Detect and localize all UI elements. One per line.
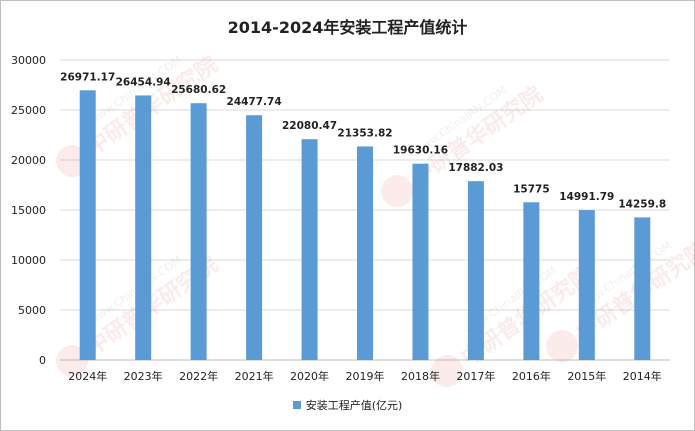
y-tick-label: 30000 bbox=[11, 54, 46, 67]
x-tick-label: 2024年 bbox=[68, 369, 107, 383]
y-tick-label: 20000 bbox=[11, 154, 46, 167]
data-label: 15775 bbox=[513, 183, 550, 195]
bar bbox=[246, 115, 263, 361]
x-tick-label: 2021年 bbox=[235, 369, 274, 383]
watermark-logo bbox=[431, 355, 464, 388]
legend-label: 安装工程产值(亿元) bbox=[305, 399, 403, 412]
bar bbox=[190, 103, 207, 361]
legend: 安装工程产值(亿元) bbox=[0, 397, 695, 413]
x-tick-label: 2020年 bbox=[290, 369, 329, 383]
x-tick-label: 2022年 bbox=[179, 369, 218, 383]
data-label: 22080.47 bbox=[282, 120, 337, 132]
bars bbox=[79, 90, 651, 361]
x-tick-label: 2019年 bbox=[346, 369, 385, 383]
x-tick-label: 2018年 bbox=[401, 369, 440, 383]
data-label: 24477.74 bbox=[227, 96, 282, 108]
data-label: 26454.94 bbox=[116, 76, 171, 88]
bar bbox=[301, 139, 318, 360]
watermark-logo bbox=[546, 330, 579, 363]
bar bbox=[467, 181, 484, 360]
y-tick-label: 5000 bbox=[18, 304, 46, 317]
x-tick-label: 2015年 bbox=[567, 369, 606, 383]
data-label: 14991.79 bbox=[559, 191, 614, 203]
bar bbox=[357, 146, 373, 360]
data-label: 26971.17 bbox=[60, 71, 115, 83]
y-tick-label: 10000 bbox=[11, 254, 46, 267]
data-label: 19630.16 bbox=[393, 145, 448, 157]
x-tick-label: 2016年 bbox=[512, 369, 551, 383]
data-label: 25680.62 bbox=[171, 84, 226, 96]
bar bbox=[634, 217, 651, 360]
y-tick-label: 25000 bbox=[11, 104, 46, 117]
legend-swatch bbox=[292, 401, 301, 409]
y-axis: 0 5000 10000 15000 20000 25000 30000 bbox=[11, 54, 46, 367]
x-tick-label: 2014年 bbox=[623, 369, 662, 383]
chart-title: 2014-2024年安装工程产值统计 bbox=[227, 18, 468, 37]
data-label: 17882.03 bbox=[448, 162, 503, 174]
data-label: 14259.8 bbox=[618, 198, 666, 210]
bar bbox=[412, 163, 429, 360]
x-tick-label: 2023年 bbox=[124, 369, 163, 383]
x-tick-label: 2017年 bbox=[456, 369, 495, 383]
bar bbox=[79, 90, 96, 360]
bar bbox=[135, 95, 152, 361]
y-tick-label: 0 bbox=[39, 354, 46, 367]
bar bbox=[578, 210, 595, 360]
watermark-logo bbox=[381, 175, 414, 208]
y-tick-label: 15000 bbox=[11, 204, 46, 217]
bar bbox=[523, 202, 540, 360]
x-axis: 2024年 2023年 2022年 2021年 2020年 2019年 2018年 2017年… bbox=[68, 369, 662, 383]
data-label: 21353.82 bbox=[337, 127, 392, 139]
data-labels: 26971.17 26454.9425680.6224477.7422080.47… bbox=[60, 71, 666, 210]
